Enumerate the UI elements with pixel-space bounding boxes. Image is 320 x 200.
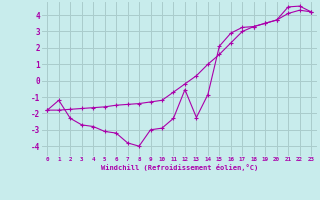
X-axis label: Windchill (Refroidissement éolien,°C): Windchill (Refroidissement éolien,°C) <box>100 164 258 171</box>
